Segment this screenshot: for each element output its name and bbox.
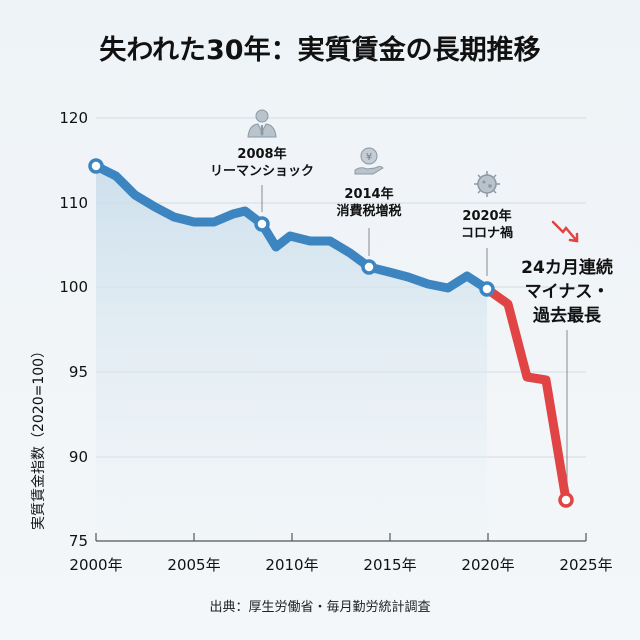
annotation-year: 2014年 <box>344 187 394 202</box>
x-tick: 2020年 <box>461 556 515 574</box>
x-axis <box>95 533 587 542</box>
y-tick: 75 <box>68 532 88 550</box>
annotation-covid: 2020年 コロナ禍 <box>447 208 527 242</box>
x-tick: 2005年 <box>167 556 221 574</box>
annotation-tax: 2014年 消費税増税 <box>319 186 419 220</box>
data-markers <box>88 158 574 508</box>
x-tick: 2015年 <box>363 556 417 574</box>
y-tick: 110 <box>59 194 88 212</box>
y-tick: 90 <box>68 448 88 466</box>
source-note: 出典：厚生労働省・毎月勤労統計調査 <box>209 600 431 615</box>
annotation-record: 24カ月連続 マイナス・ 過去最長 <box>512 256 622 328</box>
annotation-line1: 24カ月連続 <box>521 258 613 278</box>
annotation-label: 消費税増税 <box>336 204 402 219</box>
annotation-year: 2020年 <box>462 209 512 224</box>
virus-icon <box>474 171 500 197</box>
annotation-label: リーマンショック <box>209 164 314 179</box>
annotation-label: コロナ禍 <box>460 226 513 241</box>
annotation-year: 2008年 <box>237 147 287 162</box>
chart-title: 失われた30年：実質賃金の長期推移 <box>99 35 541 66</box>
area-fill <box>96 166 487 541</box>
businessman-icon <box>247 109 277 138</box>
y-tick: 100 <box>59 278 88 296</box>
annotation-line3: 過去最長 <box>533 306 601 326</box>
y-tick: 95 <box>68 363 88 381</box>
x-tick: 2010年 <box>265 556 319 574</box>
yen-coin-hand-icon: ¥ <box>354 147 384 175</box>
x-tick: 2000年 <box>69 556 123 574</box>
down-trend-arrow-icon <box>551 220 579 243</box>
series-line-red <box>482 284 571 505</box>
series-line-blue <box>91 161 492 294</box>
y-axis-label: 実質賃金指数（2020=100） <box>31 343 47 530</box>
y-tick: 120 <box>59 109 88 127</box>
svg-text:¥: ¥ <box>366 152 372 163</box>
x-tick: 2025年 <box>559 556 613 574</box>
annotation-line2: マイナス・ <box>524 282 610 302</box>
annotation-lehman: 2008年 リーマンショック <box>202 146 322 180</box>
